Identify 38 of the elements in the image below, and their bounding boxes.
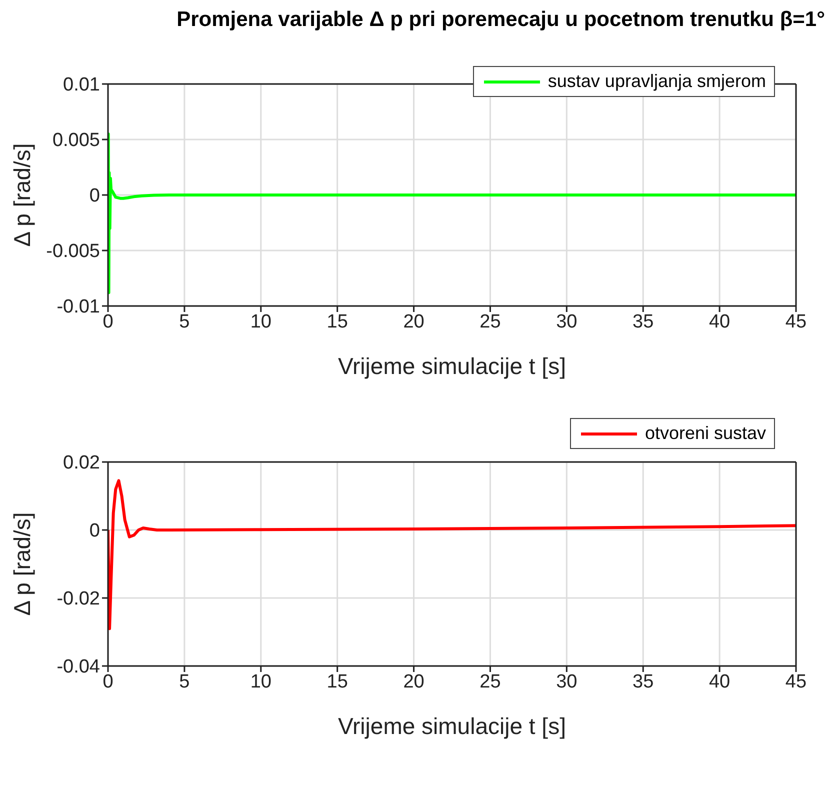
x-tick-label: 40 xyxy=(708,311,730,332)
x-tick-label: 45 xyxy=(785,311,807,332)
y-tick-label: 0 xyxy=(89,186,100,207)
y-tick-label: 0 xyxy=(89,520,100,542)
y-tick-label: 0.01 xyxy=(63,74,100,96)
y-tick-label: -0.04 xyxy=(56,656,100,678)
x-tick-label: 0 xyxy=(102,311,114,332)
x-tick-label: 30 xyxy=(556,311,578,332)
x-tick-label: 0 xyxy=(102,671,114,692)
x-tick-label: 5 xyxy=(179,311,190,332)
y-axis-title: Δ p [rad/s] xyxy=(9,143,36,247)
y-tick-label: 0.02 xyxy=(63,452,100,474)
x-tick-label: 25 xyxy=(480,671,501,692)
y-tick-label: -0.005 xyxy=(46,241,100,262)
y-axis-title: Δ p [rad/s] xyxy=(9,512,36,616)
x-tick-label: 35 xyxy=(632,311,654,332)
x-tick-label: 15 xyxy=(326,671,348,692)
x-tick-label: 40 xyxy=(708,671,730,692)
x-tick-label: 20 xyxy=(403,671,424,692)
x-axis-title: Vrijeme simulacije t [s] xyxy=(338,713,566,739)
x-tick-label: 20 xyxy=(403,311,424,332)
line-series xyxy=(108,132,796,294)
y-tick-label: -0.02 xyxy=(56,588,100,610)
x-tick-label: 25 xyxy=(480,311,501,332)
x-tick-label: 5 xyxy=(179,671,190,692)
x-tick-label: 30 xyxy=(556,671,578,692)
x-tick-label: 15 xyxy=(326,311,348,332)
y-tick-label: -0.01 xyxy=(56,296,100,318)
legend-label: otvoreni sustav xyxy=(644,423,766,444)
x-tick-label: 10 xyxy=(250,311,272,332)
x-tick-label: 45 xyxy=(785,671,807,692)
x-axis-title: Vrijeme simulacije t [s] xyxy=(338,353,566,379)
legend-label: sustav upravljanja smjerom xyxy=(548,71,766,92)
x-tick-label: 10 xyxy=(250,671,272,692)
x-tick-label: 35 xyxy=(632,671,654,692)
line-series xyxy=(108,479,796,630)
chart-title: Promjena varijable Δ p pri poremecaju u pocetnom trenutku β=1° xyxy=(176,8,825,33)
y-tick-label: 0.005 xyxy=(52,130,100,152)
